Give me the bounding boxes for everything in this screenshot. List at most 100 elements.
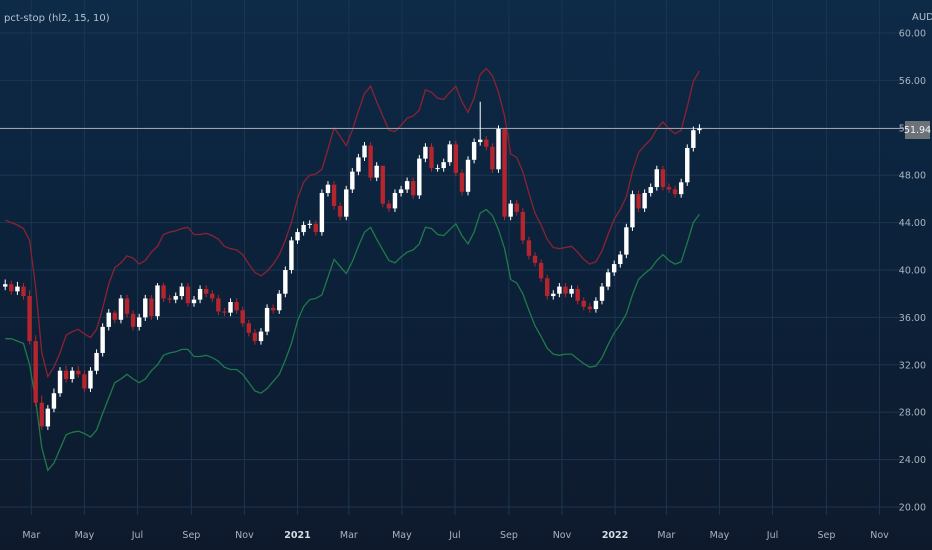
candle-up: [441, 162, 446, 169]
candle-up: [508, 203, 513, 217]
candle-down: [484, 139, 489, 147]
candle-up: [465, 159, 471, 192]
x-tick-label: Jul: [131, 530, 143, 541]
x-tick-label: Nov: [235, 530, 254, 541]
candle-up: [301, 224, 306, 233]
candle-up: [678, 182, 684, 195]
candle-up: [478, 139, 483, 143]
candle-up: [106, 312, 111, 327]
candle-up: [155, 285, 160, 317]
candle-up: [283, 270, 288, 294]
candle-down: [313, 223, 318, 233]
last-price-tag: 51.94: [904, 121, 931, 139]
candle-up: [319, 192, 325, 233]
candle-up: [289, 240, 294, 270]
candle-down: [672, 189, 678, 195]
indicator-legend[interactable]: pct-stop (hl2, 15, 10): [4, 13, 110, 24]
candle-up: [447, 144, 452, 163]
candle-down: [532, 255, 538, 263]
candle-down: [203, 288, 209, 294]
candle-down: [520, 211, 526, 241]
candle-down: [581, 300, 586, 307]
y-tick-label: 28.00: [899, 408, 926, 419]
candle-up: [118, 298, 124, 320]
candle-down: [587, 306, 593, 310]
candle-up: [197, 288, 203, 300]
candle-down: [459, 172, 465, 192]
candle-up: [630, 194, 635, 228]
candle-down: [9, 284, 14, 292]
candle-down: [502, 128, 507, 217]
candle-down: [63, 370, 69, 380]
x-tick-label: May: [392, 530, 412, 541]
candle-down: [538, 262, 544, 279]
candle-down: [563, 286, 568, 294]
x-tick-label: Nov: [870, 530, 889, 541]
candle-up: [362, 145, 367, 158]
candle-up: [496, 128, 501, 170]
candle-down: [368, 145, 373, 178]
x-tick-label: Mar: [657, 530, 675, 541]
chart-grid: [0, 0, 903, 515]
x-tick-label: May: [710, 530, 730, 541]
candle-up: [258, 331, 264, 342]
candle-up: [191, 299, 197, 304]
y-tick-label: 20.00: [899, 503, 926, 514]
candle-up: [423, 146, 428, 159]
candle-down: [27, 296, 32, 342]
x-tick-label: Mar: [340, 530, 358, 541]
candle-up: [642, 192, 647, 209]
candle-up: [179, 286, 185, 297]
x-tick-label: Mar: [22, 530, 40, 541]
candle-up: [350, 171, 355, 190]
y-tick-label: 60.00: [899, 29, 926, 40]
candle-up: [471, 142, 477, 160]
candle-down: [234, 301, 239, 311]
candle-up: [45, 408, 51, 427]
candle-up: [435, 168, 440, 170]
candle-down: [185, 286, 191, 304]
candle-up: [70, 370, 75, 380]
candle-up: [697, 128, 702, 131]
candle-up: [295, 232, 300, 241]
x-tick-label: Jul: [766, 530, 778, 541]
candle-up: [648, 187, 653, 193]
candle-up: [374, 165, 379, 178]
y-tick-label: 32.00: [899, 360, 926, 371]
candle-down: [660, 169, 666, 188]
candle-up: [685, 147, 690, 183]
upper-band-line: [4, 67, 700, 379]
candle-up: [57, 370, 63, 394]
candle-down: [270, 307, 276, 311]
candle-up: [593, 300, 599, 310]
candle-down: [544, 278, 550, 297]
lower-band-line: [5, 208, 700, 472]
time-axis[interactable]: Mar May Jul Sep Nov 2021 Mar May Jul Sep Nov 2022 Ma…: [22, 530, 889, 541]
x-tick-label: Sep: [817, 530, 835, 541]
candle-up: [264, 307, 270, 332]
candle-down: [252, 332, 258, 342]
candle-down: [246, 323, 252, 333]
candle-down: [386, 203, 392, 209]
x-tick-label: Sep: [500, 530, 518, 541]
candle-down: [429, 146, 434, 169]
candle-down: [167, 298, 172, 300]
candle-up: [392, 192, 398, 209]
candle-down: [526, 240, 532, 256]
price-axis[interactable]: 60.0056.0052.0048.0044.0040.0036.0032.00…: [899, 29, 926, 514]
candle-down: [666, 187, 672, 190]
pct-stop-bands: [4, 67, 700, 472]
candle-up: [325, 184, 331, 193]
candle-down: [240, 310, 245, 324]
candle-down: [161, 285, 166, 299]
candle-down: [331, 184, 337, 207]
y-tick-label: 40.00: [899, 266, 926, 277]
candle-up: [404, 181, 410, 190]
candle-up: [88, 370, 93, 389]
candle-down: [124, 298, 130, 314]
candle-up: [569, 288, 574, 294]
candle-down: [33, 341, 38, 403]
candle-down: [411, 181, 416, 196]
candle-up: [94, 352, 99, 371]
